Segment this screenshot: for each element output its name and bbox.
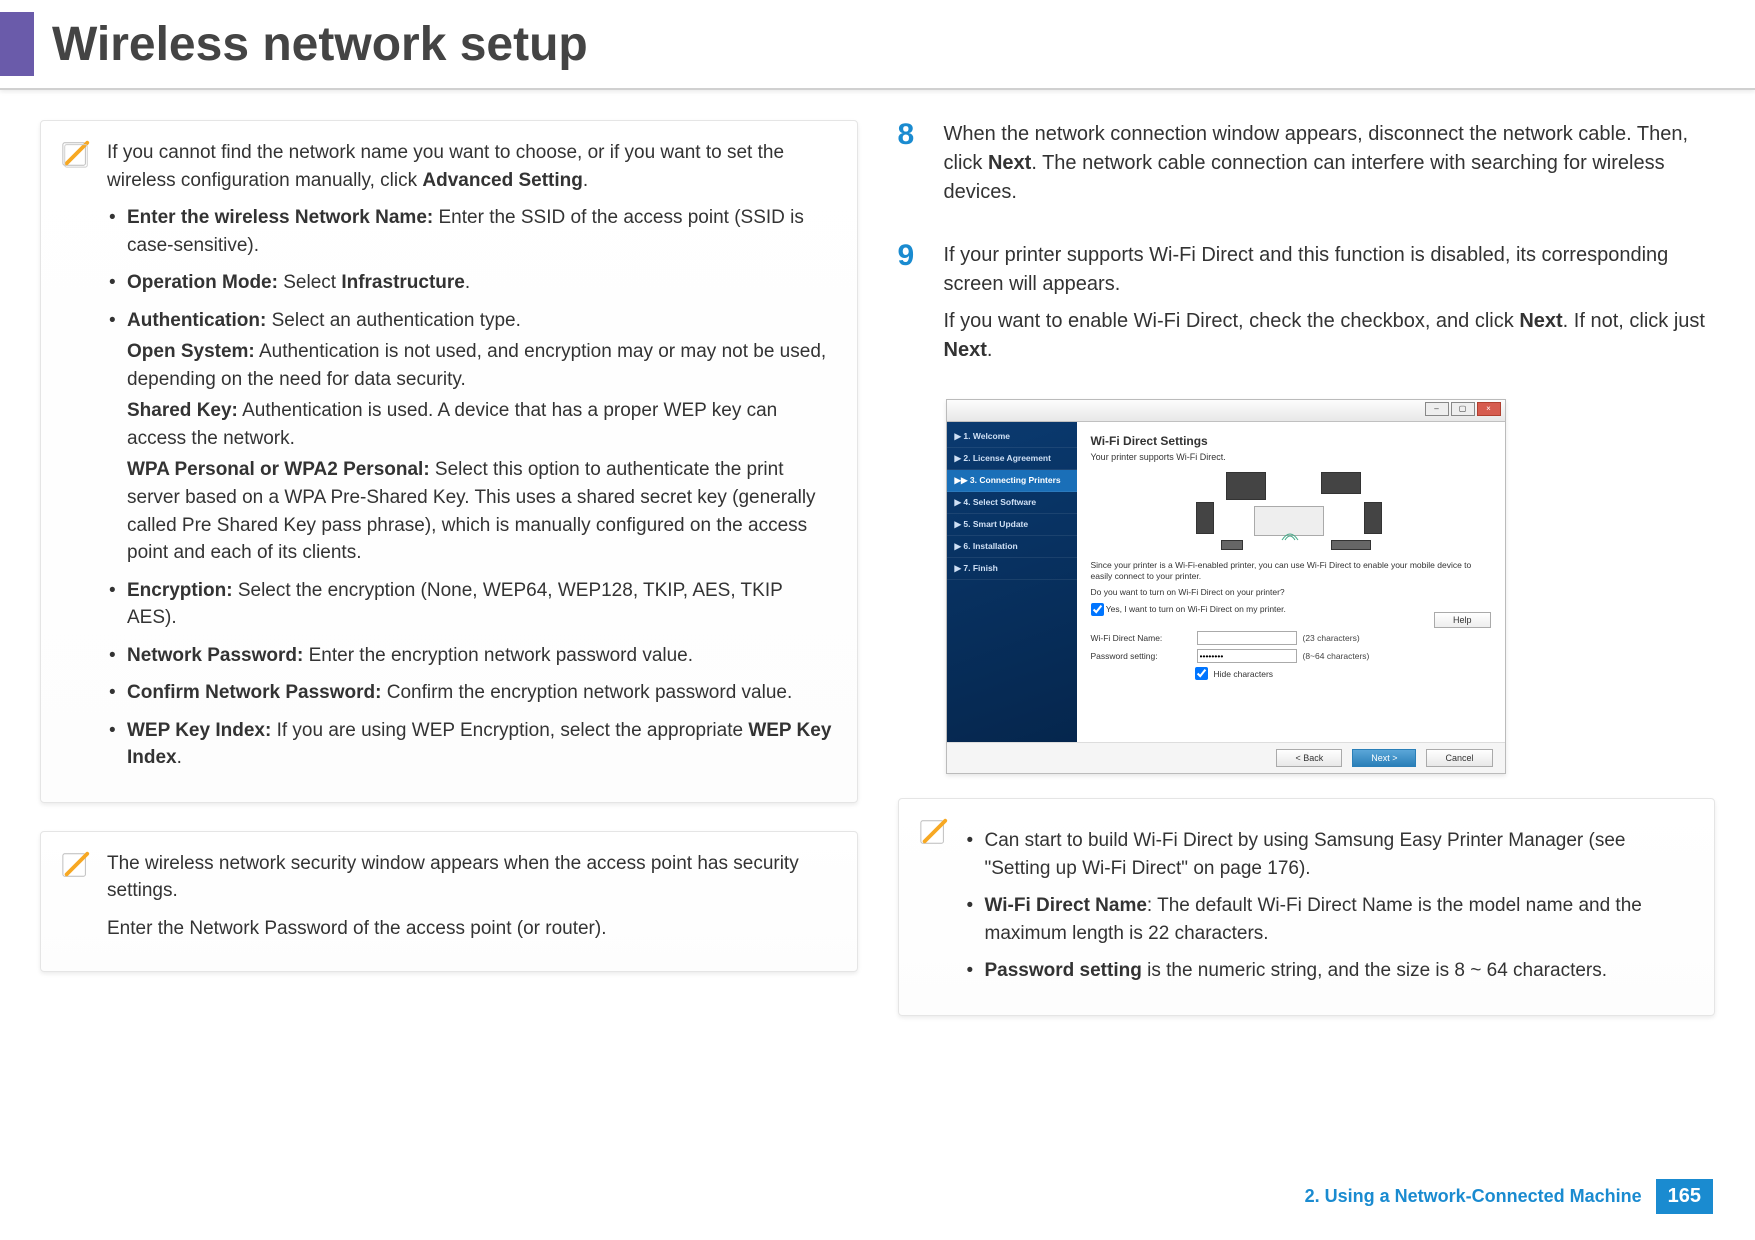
note-content: The wireless network security window app… (63, 850, 835, 943)
note-intro: If you cannot find the network name you … (107, 139, 835, 194)
bullet-opmode: Operation Mode: Select Infrastructure. (107, 269, 835, 297)
bullet-sepm: Can start to build Wi-Fi Direct by using… (965, 827, 1693, 882)
step-9: 9 If your printer supports Wi-Fi Direct … (898, 241, 1716, 373)
sidebar-item-welcome[interactable]: ▶ 1. Welcome (947, 426, 1077, 448)
enable-wifidirect-checkbox[interactable] (1091, 603, 1104, 616)
password-label: Password setting: (1091, 651, 1191, 661)
note-icon (61, 850, 91, 880)
bullet-pwsetting: Password setting is the numeric string, … (965, 957, 1693, 985)
note-icon (61, 139, 91, 169)
dialog-buttons: < Back Next > Cancel (947, 742, 1505, 773)
dialog-titlebar: – ▢ × (947, 400, 1505, 422)
dialog-sidebar: ▶ 1. Welcome ▶ 2. License Agreement ▶▶ 3… (947, 422, 1077, 742)
page-footer: 2. Using a Network-Connected Machine 165 (1305, 1179, 1713, 1214)
max-icon[interactable]: ▢ (1451, 402, 1475, 416)
back-button[interactable]: < Back (1276, 749, 1342, 767)
step-number: 9 (898, 241, 926, 373)
help-button[interactable]: Help (1434, 612, 1491, 628)
sidebar-item-license[interactable]: ▶ 2. License Agreement (947, 448, 1077, 470)
step-text: When the network connection window appea… (944, 120, 1716, 215)
sidebar-item-smartupdate[interactable]: ▶ 5. Smart Update (947, 514, 1077, 536)
dialog-text-2: Do you want to turn on Wi-Fi Direct on y… (1091, 587, 1491, 598)
dialog-subheading: Your printer supports Wi-Fi Direct. (1091, 452, 1491, 462)
hide-chars-row: Hide characters (1091, 667, 1491, 680)
sidebar-item-software[interactable]: ▶ 4. Select Software (947, 492, 1077, 514)
note-box-security: The wireless network security window app… (40, 831, 858, 972)
note-bullets: Enter the wireless Network Name: Enter t… (107, 204, 835, 772)
step-text: If your printer supports Wi-Fi Direct an… (944, 241, 1716, 373)
password-input[interactable] (1197, 649, 1297, 663)
auth-open: Open System: Authentication is not used,… (127, 338, 835, 393)
hide-chars-label: Hide characters (1214, 669, 1274, 679)
bullet-netpw: Network Password: Enter the encryption n… (107, 642, 835, 670)
next-button[interactable]: Next > (1352, 749, 1416, 767)
bullet-ssid: Enter the wireless Network Name: Enter t… (107, 204, 835, 259)
note-sec-line2: Enter the Network Password of the access… (107, 915, 835, 943)
min-icon[interactable]: – (1425, 402, 1449, 416)
wifi-direct-dialog: – ▢ × ▶ 1. Welcome ▶ 2. License Agreemen… (946, 399, 1506, 774)
cancel-button[interactable]: Cancel (1426, 749, 1492, 767)
step-8: 8 When the network connection window app… (898, 120, 1716, 215)
auth-wpa: WPA Personal or WPA2 Personal: Select th… (127, 456, 835, 566)
sidebar-item-connecting[interactable]: ▶▶ 3. Connecting Printers (947, 470, 1077, 492)
note-icon (919, 817, 949, 847)
password-meta: (8~64 characters) (1303, 651, 1370, 661)
page-header: Wireless network setup (0, 0, 1755, 90)
note-sec-line1: The wireless network security window app… (107, 850, 835, 905)
note-content: If you cannot find the network name you … (63, 139, 835, 772)
bullet-encryption: Encryption: Select the encryption (None,… (107, 577, 835, 632)
dialog-heading: Wi-Fi Direct Settings (1091, 434, 1491, 448)
left-column: If you cannot find the network name you … (40, 120, 858, 1044)
dialog-main: Wi-Fi Direct Settings Your printer suppo… (1077, 422, 1505, 742)
name-meta: (23 characters) (1303, 633, 1360, 643)
step-number: 8 (898, 120, 926, 215)
note-box-advanced-setting: If you cannot find the network name you … (40, 120, 858, 803)
bullet-wdname: Wi-Fi Direct Name: The default Wi-Fi Dir… (965, 892, 1693, 947)
bullet-confirmpw: Confirm Network Password: Confirm the en… (107, 679, 835, 707)
note-box-wifidirect: Can start to build Wi-Fi Direct by using… (898, 798, 1716, 1016)
bullet-auth: Authentication: Select an authentication… (107, 307, 835, 567)
dialog-checkbox-row: Yes, I want to turn on Wi-Fi Direct on m… (1091, 603, 1491, 616)
wifidirect-name-input[interactable] (1197, 631, 1297, 645)
dialog-illustration (1166, 472, 1416, 550)
dialog-text-1: Since your printer is a Wi-Fi-enabled pr… (1091, 560, 1491, 582)
note-content: Can start to build Wi-Fi Direct by using… (921, 827, 1693, 985)
bullet-wepidx: WEP Key Index: If you are using WEP Encr… (107, 717, 835, 772)
wifidirect-name-row: Wi-Fi Direct Name: (23 characters) (1091, 631, 1491, 645)
sidebar-item-installation[interactable]: ▶ 6. Installation (947, 536, 1077, 558)
hide-chars-checkbox[interactable] (1195, 667, 1208, 680)
page-title: Wireless network setup (52, 17, 588, 72)
right-column: 8 When the network connection window app… (898, 120, 1716, 1044)
close-icon[interactable]: × (1477, 402, 1501, 416)
header-accent (0, 12, 34, 76)
sidebar-item-finish[interactable]: ▶ 7. Finish (947, 558, 1077, 580)
dialog-body: ▶ 1. Welcome ▶ 2. License Agreement ▶▶ 3… (947, 422, 1505, 742)
auth-shared: Shared Key: Authentication is used. A de… (127, 397, 835, 452)
footer-page-number: 165 (1656, 1179, 1713, 1214)
content-columns: If you cannot find the network name you … (0, 90, 1755, 1044)
footer-chapter: 2. Using a Network-Connected Machine (1305, 1186, 1642, 1207)
password-row: Password setting: (8~64 characters) (1091, 649, 1491, 663)
note3-bullets: Can start to build Wi-Fi Direct by using… (965, 827, 1693, 985)
checkbox-label: Yes, I want to turn on Wi-Fi Direct on m… (1106, 604, 1286, 614)
name-label: Wi-Fi Direct Name: (1091, 633, 1191, 643)
